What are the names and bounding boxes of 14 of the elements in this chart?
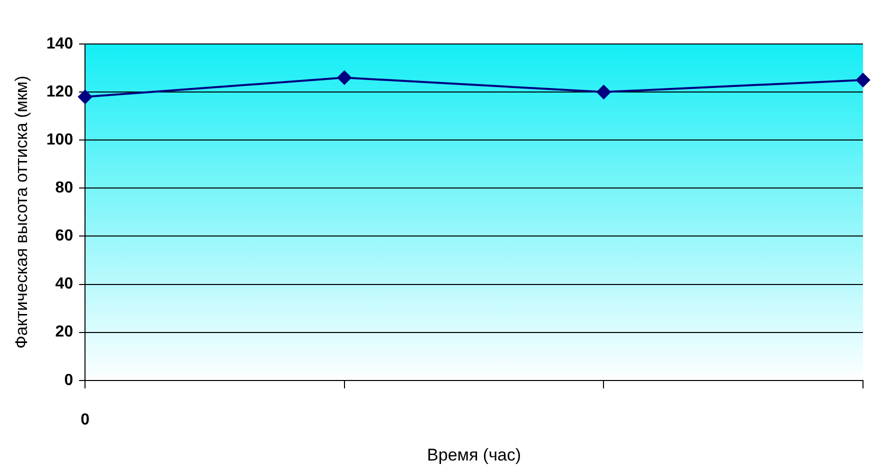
y-axis-title: Фактическая высота оттиска (мкм)	[12, 76, 31, 349]
y-tick-label: 120	[46, 83, 74, 100]
point	[337, 70, 352, 85]
x-axis-title: Время (час)	[427, 445, 522, 464]
y-tick-label: 140	[46, 35, 74, 52]
y-tick-label: 100	[46, 132, 74, 149]
point	[596, 85, 611, 100]
point	[78, 90, 92, 104]
y-tick-label: 60	[55, 228, 74, 245]
y-tick-label: 40	[55, 276, 74, 293]
y-tick-label: 80	[55, 180, 74, 197]
y-tick-label: 0	[64, 372, 74, 389]
point	[856, 73, 870, 88]
y-tick-label: 20	[55, 324, 74, 341]
